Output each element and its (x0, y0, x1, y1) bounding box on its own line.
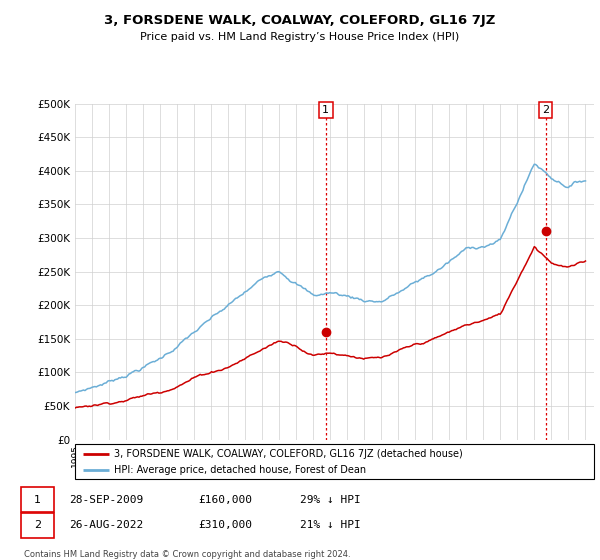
Text: £160,000: £160,000 (198, 494, 252, 505)
Text: 2: 2 (542, 105, 549, 115)
Text: 3, FORSDENE WALK, COALWAY, COLEFORD, GL16 7JZ (detached house): 3, FORSDENE WALK, COALWAY, COLEFORD, GL1… (114, 449, 463, 459)
Text: 1: 1 (34, 494, 41, 505)
Text: 2: 2 (34, 520, 41, 530)
Text: 29% ↓ HPI: 29% ↓ HPI (300, 494, 361, 505)
Text: Price paid vs. HM Land Registry’s House Price Index (HPI): Price paid vs. HM Land Registry’s House … (140, 32, 460, 43)
Text: 3, FORSDENE WALK, COALWAY, COLEFORD, GL16 7JZ: 3, FORSDENE WALK, COALWAY, COLEFORD, GL1… (104, 14, 496, 27)
Text: 1: 1 (322, 105, 329, 115)
Text: 28-SEP-2009: 28-SEP-2009 (69, 494, 143, 505)
Text: £310,000: £310,000 (198, 520, 252, 530)
Text: 26-AUG-2022: 26-AUG-2022 (69, 520, 143, 530)
Text: 21% ↓ HPI: 21% ↓ HPI (300, 520, 361, 530)
Text: HPI: Average price, detached house, Forest of Dean: HPI: Average price, detached house, Fore… (114, 465, 366, 475)
Text: Contains HM Land Registry data © Crown copyright and database right 2024.
This d: Contains HM Land Registry data © Crown c… (24, 550, 350, 560)
